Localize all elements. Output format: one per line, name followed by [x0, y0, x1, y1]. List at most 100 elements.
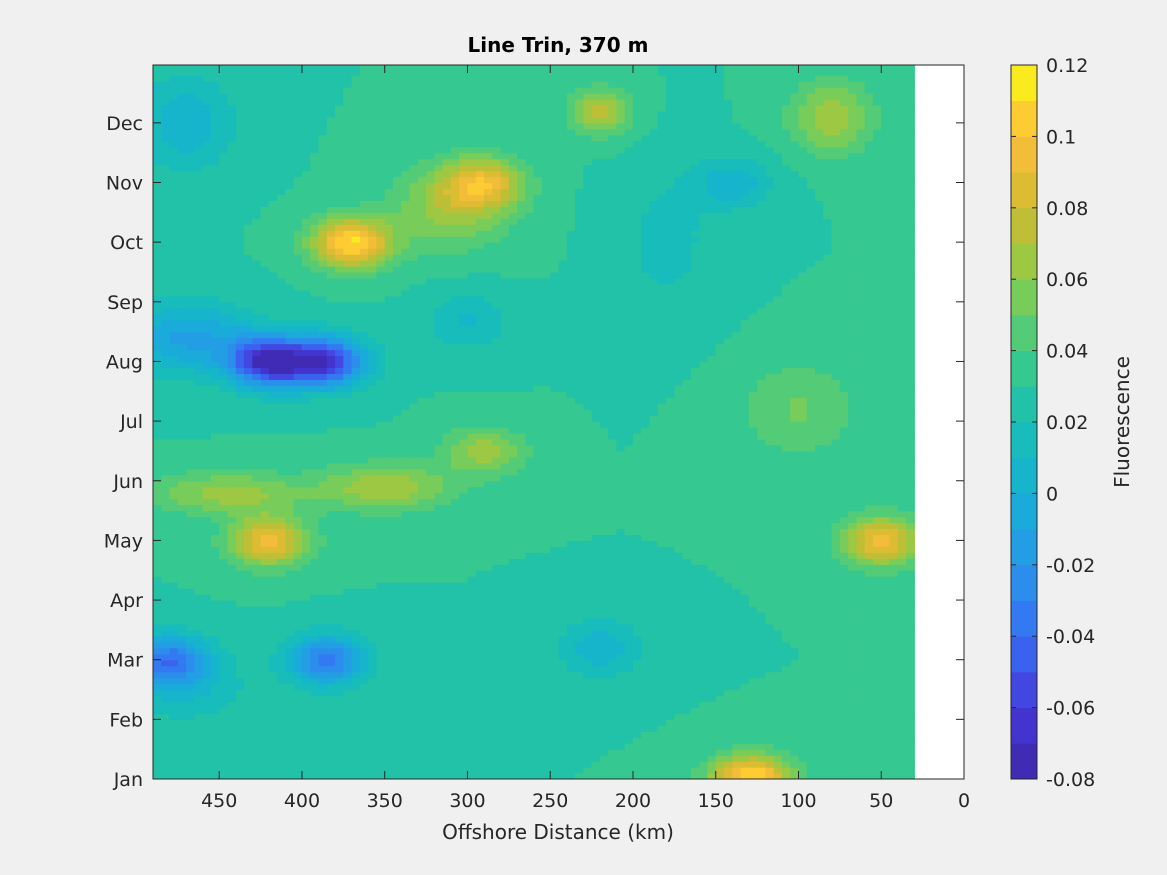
contour-cell	[475, 331, 485, 339]
contour-cell	[235, 301, 245, 309]
contour-cell	[426, 480, 435, 488]
contour-cell	[169, 773, 179, 779]
contour-cell	[459, 69, 469, 76]
contour-cell	[484, 629, 493, 637]
contour-cell	[450, 576, 460, 583]
contour-cell	[459, 295, 469, 303]
contour-cell	[459, 743, 469, 750]
contour-cell	[426, 367, 435, 374]
contour-cell	[153, 749, 162, 756]
contour-cell	[235, 516, 245, 524]
contour-cell	[417, 510, 427, 518]
contour-cell	[161, 158, 171, 166]
contour-cell	[450, 224, 460, 231]
contour-cell	[260, 254, 270, 261]
contour-cell	[401, 295, 411, 303]
contour-cell	[484, 731, 493, 738]
contour-cell	[202, 355, 212, 363]
contour-cell	[376, 606, 386, 613]
contour-cell	[293, 212, 303, 219]
contour-cell	[359, 248, 369, 255]
contour-cell	[434, 623, 444, 631]
contour-cell	[169, 146, 179, 154]
contour-cell	[409, 695, 419, 703]
contour-cell	[293, 564, 303, 571]
contour-cell	[227, 743, 237, 750]
contour-cell	[351, 176, 361, 184]
contour-cell	[450, 152, 460, 160]
contour-cell	[368, 594, 378, 601]
contour-cell	[227, 164, 237, 172]
contour-cell	[260, 331, 270, 339]
contour-cell	[293, 456, 303, 464]
contour-cell	[268, 725, 278, 732]
contour-cell	[450, 403, 460, 410]
contour-cell	[335, 439, 344, 446]
contour-cell	[235, 474, 245, 482]
contour-cell	[252, 379, 262, 386]
contour-cell	[293, 104, 303, 112]
contour-cell	[450, 69, 460, 76]
contour-cell	[326, 337, 336, 345]
contour-cell	[202, 69, 212, 76]
contour-cell	[252, 671, 262, 679]
contour-cell	[252, 433, 262, 440]
contour-cell	[335, 588, 344, 595]
contour-cell	[442, 122, 452, 130]
contour-cell	[244, 325, 253, 333]
contour-cell	[177, 504, 187, 512]
contour-cell	[219, 743, 229, 750]
contour-cell	[326, 468, 336, 476]
contour-cell	[202, 600, 212, 607]
contour-cell	[293, 701, 303, 709]
contour-cell	[293, 242, 303, 249]
contour-cell	[227, 421, 237, 428]
contour-cell	[384, 606, 394, 613]
contour-cell	[169, 307, 179, 315]
contour-cell	[335, 504, 344, 512]
contour-cell	[161, 128, 171, 136]
contour-cell	[368, 743, 378, 750]
contour-cell	[442, 212, 452, 219]
contour-cell	[384, 635, 394, 643]
contour-cell	[384, 707, 394, 714]
contour-cell	[335, 128, 344, 136]
contour-cell	[318, 283, 328, 291]
contour-cell	[235, 450, 245, 458]
contour-cell	[335, 188, 344, 196]
contour-cell	[368, 242, 378, 249]
contour-cell	[260, 146, 270, 154]
contour-cell	[335, 701, 344, 709]
contour-cell	[227, 713, 237, 720]
contour-cell	[335, 468, 344, 476]
contour-cell	[326, 594, 336, 601]
contour-cell	[434, 725, 444, 732]
contour-cell	[252, 546, 262, 553]
contour-cell	[210, 474, 220, 482]
contour-cell	[434, 433, 444, 440]
contour-cell	[194, 224, 204, 231]
contour-cell	[186, 343, 195, 351]
contour-cell	[484, 403, 493, 410]
contour-cell	[343, 188, 353, 196]
contour-cell	[409, 707, 419, 714]
contour-cell	[219, 468, 229, 476]
contour-cell	[343, 164, 353, 172]
contour-cell	[244, 337, 253, 345]
contour-cell	[343, 397, 353, 404]
contour-cell	[475, 361, 485, 369]
contour-cell	[417, 761, 427, 768]
contour-cell	[467, 409, 477, 416]
contour-cell	[161, 713, 171, 720]
contour-cell	[359, 433, 369, 440]
contour-cell	[268, 462, 278, 470]
contour-cell	[417, 546, 427, 553]
contour-cell	[194, 218, 204, 225]
contour-cell	[285, 773, 295, 779]
contour-cell	[285, 647, 295, 655]
contour-cell	[467, 540, 477, 547]
contour-cell	[484, 224, 493, 231]
contour-cell	[351, 319, 361, 327]
contour-cell	[426, 617, 435, 625]
contour-cell	[392, 277, 402, 285]
